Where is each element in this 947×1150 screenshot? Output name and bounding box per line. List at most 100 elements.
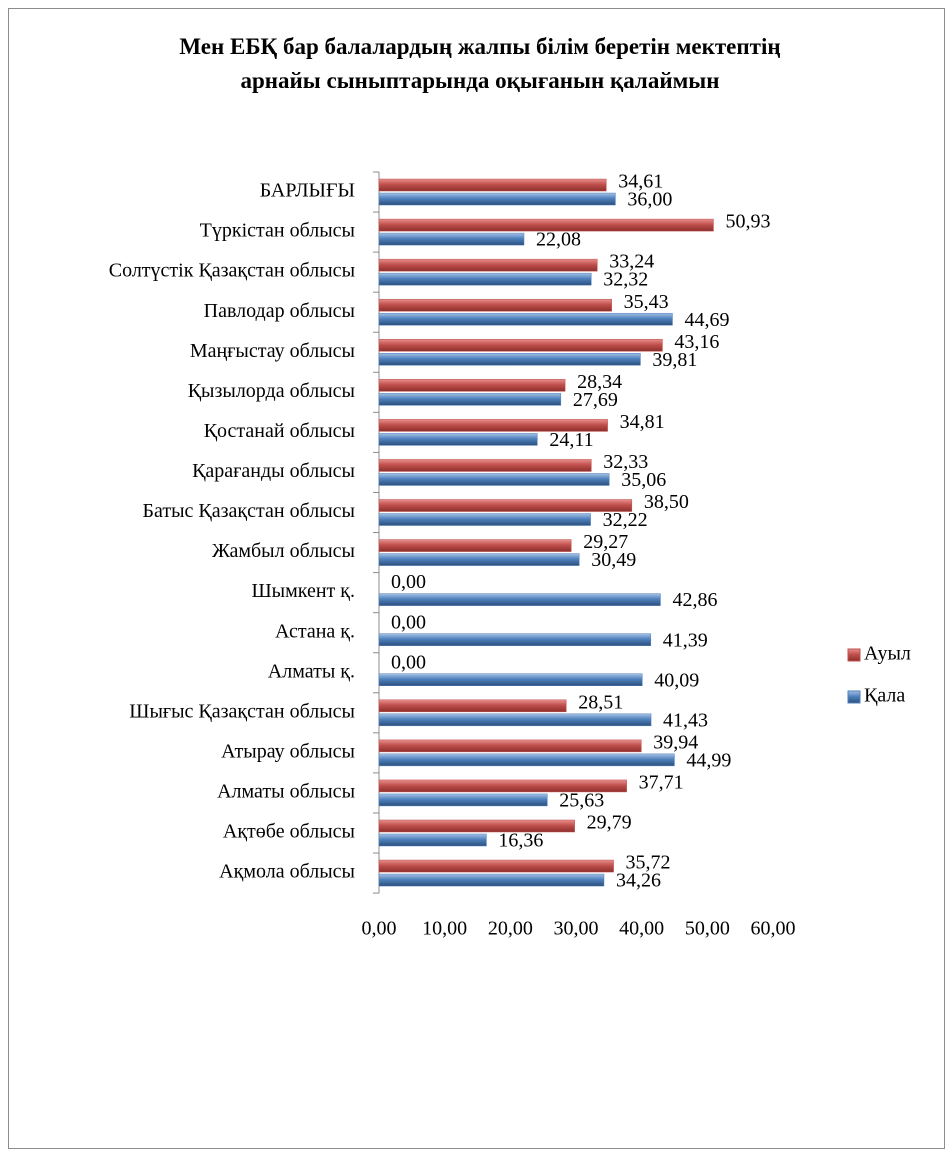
category-label: Алматы облысы xyxy=(217,781,355,803)
category-label: Түркістан облысы xyxy=(200,220,355,242)
category-label: Шығыс Қазақстан облысы xyxy=(129,700,355,722)
value-label: 32,33 xyxy=(603,451,648,473)
x-tick-label: 20,00 xyxy=(488,918,533,940)
value-label: 27,69 xyxy=(573,389,618,411)
value-label: 35,72 xyxy=(626,852,671,874)
value-label: 35,43 xyxy=(624,291,669,313)
bar xyxy=(378,178,607,192)
value-label: 41,39 xyxy=(663,629,708,651)
bar xyxy=(378,593,661,606)
category-label: Атырау облысы xyxy=(221,740,355,762)
value-label: 0,00 xyxy=(391,571,426,593)
bar xyxy=(378,298,612,312)
legend-swatch xyxy=(847,690,861,704)
chart-border xyxy=(8,8,945,1149)
value-label: 40,09 xyxy=(654,669,699,691)
value-label: 44,69 xyxy=(684,309,729,331)
value-label: 38,50 xyxy=(644,491,689,513)
x-tick-label: 40,00 xyxy=(619,918,664,940)
bar xyxy=(378,513,591,526)
x-tick-label: 0,00 xyxy=(362,918,397,940)
bar xyxy=(378,459,592,472)
value-label: 24,11 xyxy=(549,429,593,451)
bar xyxy=(378,192,616,206)
bar xyxy=(378,232,525,246)
value-label: 29,79 xyxy=(587,812,632,834)
legend-label: Ауыл xyxy=(864,643,911,665)
x-tick-label: 30,00 xyxy=(554,918,599,940)
category-label: Павлодар облысы xyxy=(204,300,355,322)
bar xyxy=(378,553,580,566)
category-label: Жамбыл облысы xyxy=(212,540,355,562)
value-label: 0,00 xyxy=(391,611,426,633)
value-label: 28,51 xyxy=(578,691,623,713)
value-label: 39,94 xyxy=(653,731,698,753)
bar xyxy=(378,312,673,326)
value-label: 16,36 xyxy=(498,830,543,852)
bar xyxy=(378,873,605,887)
value-label: 37,71 xyxy=(639,772,684,794)
value-label: 34,61 xyxy=(618,171,663,193)
bar xyxy=(378,713,652,727)
value-label: 28,34 xyxy=(577,371,622,393)
value-label: 34,81 xyxy=(620,411,665,433)
bar xyxy=(378,739,642,753)
value-label: 0,00 xyxy=(391,651,426,673)
bar xyxy=(378,859,614,873)
bar xyxy=(378,339,663,352)
value-label: 41,43 xyxy=(663,709,708,731)
value-label: 50,93 xyxy=(725,211,770,233)
bar xyxy=(378,633,652,646)
value-label: 25,63 xyxy=(559,790,604,812)
value-label: 44,99 xyxy=(686,749,731,771)
category-label: Астана қ. xyxy=(275,620,355,642)
x-tick-label: 60,00 xyxy=(751,918,796,940)
x-tick-label: 10,00 xyxy=(422,918,467,940)
category-label: Қызылорда облысы xyxy=(188,380,355,402)
value-label: 32,32 xyxy=(603,269,648,291)
bar xyxy=(378,753,675,767)
value-label: 32,22 xyxy=(603,509,648,531)
legend-swatch xyxy=(847,648,861,662)
bar xyxy=(378,272,592,286)
category-label: Ақмола облысы xyxy=(219,861,355,883)
value-label: 39,81 xyxy=(652,349,697,371)
category-label: Ақтөбе облысы xyxy=(223,821,355,843)
value-label: 36,00 xyxy=(627,189,672,211)
value-label: 22,08 xyxy=(536,229,581,251)
category-label: Шымкент қ. xyxy=(251,580,355,602)
bar xyxy=(378,779,627,793)
legend-label: Қала xyxy=(864,685,905,707)
chart-title: Мен ЕБҚ бар балалардың жалпы білім берет… xyxy=(179,34,781,93)
category-label: БАРЛЫҒЫ xyxy=(260,180,355,202)
value-label: 33,24 xyxy=(609,251,654,273)
x-tick-label: 50,00 xyxy=(685,918,730,940)
value-label: 34,26 xyxy=(616,870,661,892)
bar xyxy=(378,393,562,406)
value-label: 42,86 xyxy=(672,589,717,611)
bar xyxy=(378,218,714,232)
bar xyxy=(378,258,598,272)
bar xyxy=(378,819,575,833)
bar xyxy=(378,353,641,366)
value-label: 29,27 xyxy=(583,531,628,553)
category-label: Алматы қ. xyxy=(268,660,355,682)
bar xyxy=(378,833,487,847)
bar xyxy=(378,379,566,392)
category-label: Солтүстік Қазақстан облысы xyxy=(109,260,355,282)
bar xyxy=(378,473,610,486)
bar xyxy=(378,539,572,552)
bar xyxy=(378,419,608,432)
bar xyxy=(378,699,567,713)
value-label: 43,16 xyxy=(674,331,719,353)
value-label: 35,06 xyxy=(621,469,666,491)
bar xyxy=(378,433,538,446)
bar xyxy=(378,793,548,807)
bar xyxy=(378,673,643,686)
bar xyxy=(378,499,633,512)
category-label: Қостанай облысы xyxy=(204,420,355,442)
value-label: 30,49 xyxy=(591,549,636,571)
category-label: Қарағанды облысы xyxy=(192,460,355,482)
